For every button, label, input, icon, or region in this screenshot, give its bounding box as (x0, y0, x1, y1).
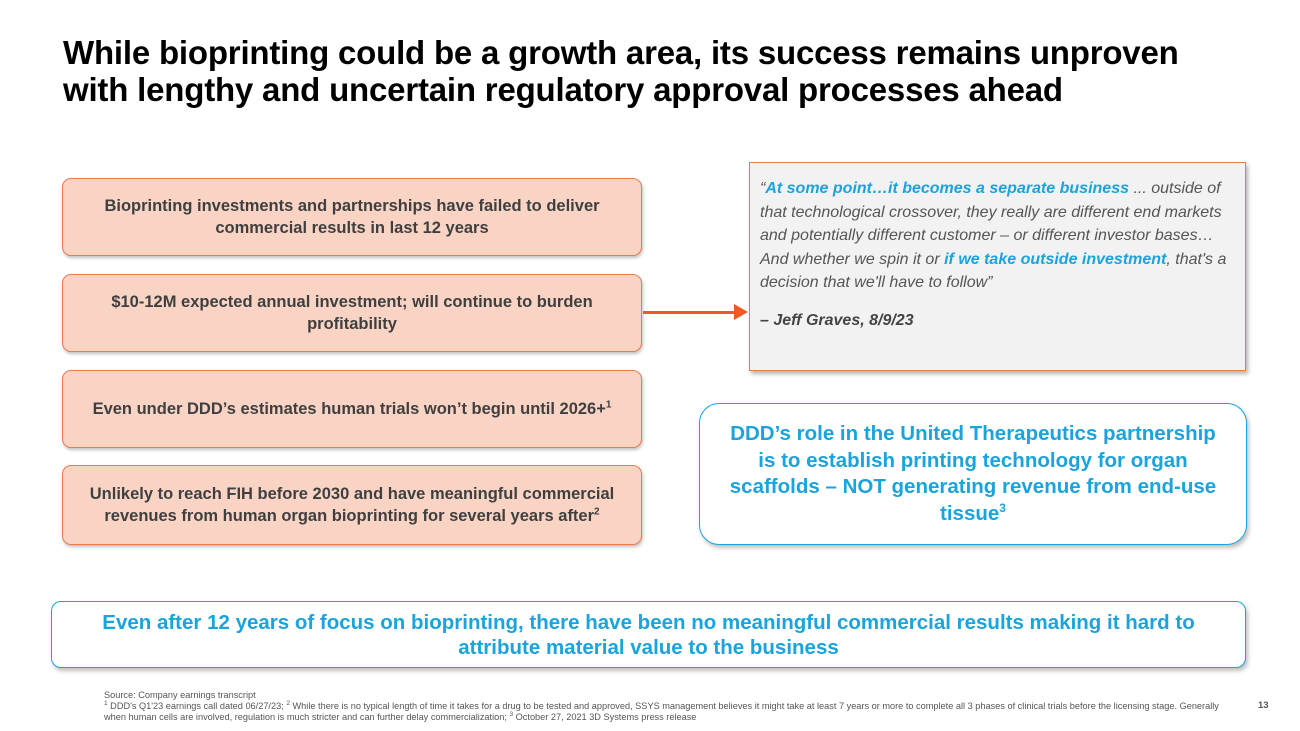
footnote-1: DDD's Q1'23 earnings call dated 06/27/23… (107, 701, 287, 711)
united-therapeutics-callout: DDD’s role in the United Therapeutics pa… (699, 403, 1247, 545)
slide-title-line-1: While bioprinting could be a growth area… (63, 34, 1179, 71)
callout-text: DDD’s role in the United Therapeutics pa… (729, 422, 1217, 525)
footnote-ref-2: 2 (594, 506, 600, 518)
footnote-2: While there is no typical length of time… (104, 701, 1219, 722)
point-box-3: Even under DDD’s estimates human trials … (62, 370, 642, 448)
footnote-ref-1: 1 (605, 399, 612, 411)
point-box-4: Unlikely to reach FIH before 2030 and ha… (62, 465, 642, 545)
slide-title: While bioprinting could be a growth area… (63, 34, 1263, 108)
point-box-1: Bioprinting investments and partnerships… (62, 178, 642, 256)
arrow-right-icon (643, 311, 738, 314)
arrowhead-icon (734, 304, 748, 320)
quote-box: “At some point…it becomes a separate bus… (749, 162, 1246, 371)
point-text-2: $10-12M expected annual investment; will… (111, 293, 593, 333)
page-number: 13 (1258, 700, 1269, 711)
quote-text-1: ... outside of that technological crosso… (760, 180, 1222, 268)
quote-highlight-2: if we take outside investment (944, 250, 1167, 268)
footnotes: Source: Company earnings transcript 1 DD… (104, 690, 1224, 723)
quote-highlight-1: At some point…it becomes a separate busi… (765, 180, 1129, 197)
footnote-source: Source: Company earnings transcript (104, 690, 256, 700)
footnote-body: 1 DDD's Q1'23 earnings call dated 06/27/… (104, 699, 1219, 722)
point-box-2: $10-12M expected annual investment; will… (62, 274, 642, 352)
conclusion-box: Even after 12 years of focus on bioprint… (51, 601, 1246, 668)
slide-title-line-2: with lengthy and uncertain regulatory ap… (63, 71, 1063, 108)
point-text-1: Bioprinting investments and partnerships… (104, 197, 600, 237)
point-text-4: Unlikely to reach FIH before 2030 and ha… (89, 485, 615, 525)
quote-text-2: , that's a decision that we'll have to f… (760, 250, 1227, 292)
point-text-3: Even under DDD’s estimates human trials … (92, 400, 606, 418)
footnote-ref-3: 3 (999, 500, 1006, 515)
quote-attribution: – Jeff Graves, 8/9/23 (760, 311, 914, 329)
footnote-3: October 27, 2021 3D Systems press releas… (513, 712, 697, 722)
conclusion-text: Even after 12 years of focus on bioprint… (102, 610, 1195, 659)
quote-open-mark: “ (760, 180, 766, 197)
